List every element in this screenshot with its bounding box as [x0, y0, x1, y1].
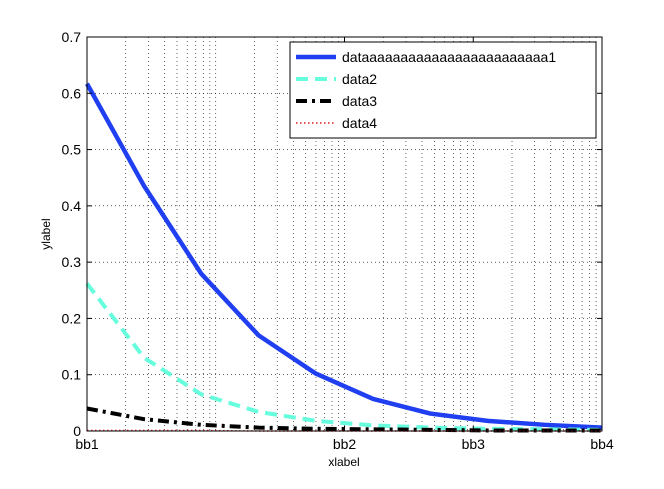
y-tick-label: 0.7 — [62, 29, 82, 45]
y-tick-label: 0.3 — [62, 254, 82, 270]
legend: dataaaaaaaaaaaaaaaaaaaaaaaa1 data2 data3 da… — [289, 41, 597, 139]
y-tick-label: 0.2 — [62, 310, 82, 326]
x-axis-title: xlabel — [328, 455, 359, 469]
x-tick-label: bb1 — [75, 436, 99, 452]
y-tick-label: 0.4 — [62, 198, 82, 214]
x-tick-label: bb4 — [590, 436, 614, 452]
x-tick-label: bb2 — [333, 436, 357, 452]
legend-box — [289, 41, 597, 139]
y-tick-label: 0.6 — [62, 85, 82, 101]
series-line — [85, 82, 603, 430]
y-tick-label: 0.5 — [62, 142, 82, 158]
legend-label: data3 — [342, 93, 377, 109]
ticks: 0 0.1 0.2 0.3 0.4 0.5 0.6 0.7 bb1 bb2 bb3 bb4 — [62, 29, 614, 452]
y-tick-label: 0 — [73, 423, 81, 439]
y-axis-title: ylabel — [39, 218, 53, 249]
x-tick-label: bb3 — [462, 436, 486, 452]
y-tick-label: 0.1 — [62, 367, 82, 383]
series-line — [85, 282, 603, 432]
legend-label: data2 — [342, 71, 377, 87]
legend-label: data4 — [342, 115, 377, 131]
legend-label: dataaaaaaaaaaaaaaaaaaaaaaaa1 — [342, 49, 556, 65]
